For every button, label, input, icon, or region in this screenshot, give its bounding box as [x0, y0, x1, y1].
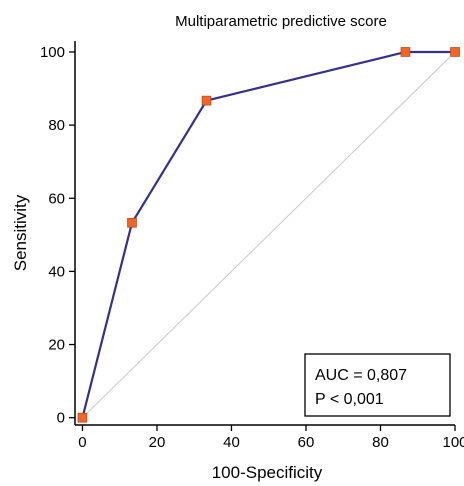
x-tick-label: 80: [372, 434, 389, 451]
p-value-text: P < 0,001: [315, 391, 384, 408]
roc-point-marker: [127, 217, 137, 228]
y-axis-title: Sensitivity: [11, 194, 30, 271]
series-group: [77, 47, 460, 423]
auc-text: AUC = 0,807: [315, 367, 407, 384]
auc-annotation-box: AUC = 0,807 P < 0,001: [304, 353, 451, 417]
reference-line: [82, 51, 456, 419]
y-tick-label: 40: [48, 263, 65, 280]
y-tick-label: 60: [48, 190, 65, 207]
plot-area: [74, 41, 455, 426]
x-tick-label: 0: [78, 434, 86, 451]
y-tick-label: 80: [48, 117, 65, 134]
y-tick-label: 0: [57, 410, 65, 427]
x-tick-label: 40: [223, 434, 240, 451]
x-axis-title: 100-Specificity: [212, 463, 323, 482]
x-tick-label: 60: [298, 434, 315, 451]
roc-point-marker: [450, 47, 460, 57]
roc-point-marker: [201, 95, 212, 106]
x-axis: 0 20 40 60 80 100: [78, 425, 464, 451]
x-tick-label: 100: [442, 434, 464, 451]
chart-title: Multiparametric predictive score: [175, 13, 387, 30]
roc-point-marker: [400, 47, 411, 57]
y-axis: 0 20 40 60 80 100: [40, 44, 75, 427]
roc-point-marker: [77, 412, 88, 423]
x-tick-label: 20: [149, 434, 166, 451]
annotation-frame: [304, 353, 451, 417]
y-tick-label: 100: [40, 44, 65, 61]
diagonal-reference-line: [82, 51, 456, 419]
y-tick-label: 20: [48, 337, 65, 354]
